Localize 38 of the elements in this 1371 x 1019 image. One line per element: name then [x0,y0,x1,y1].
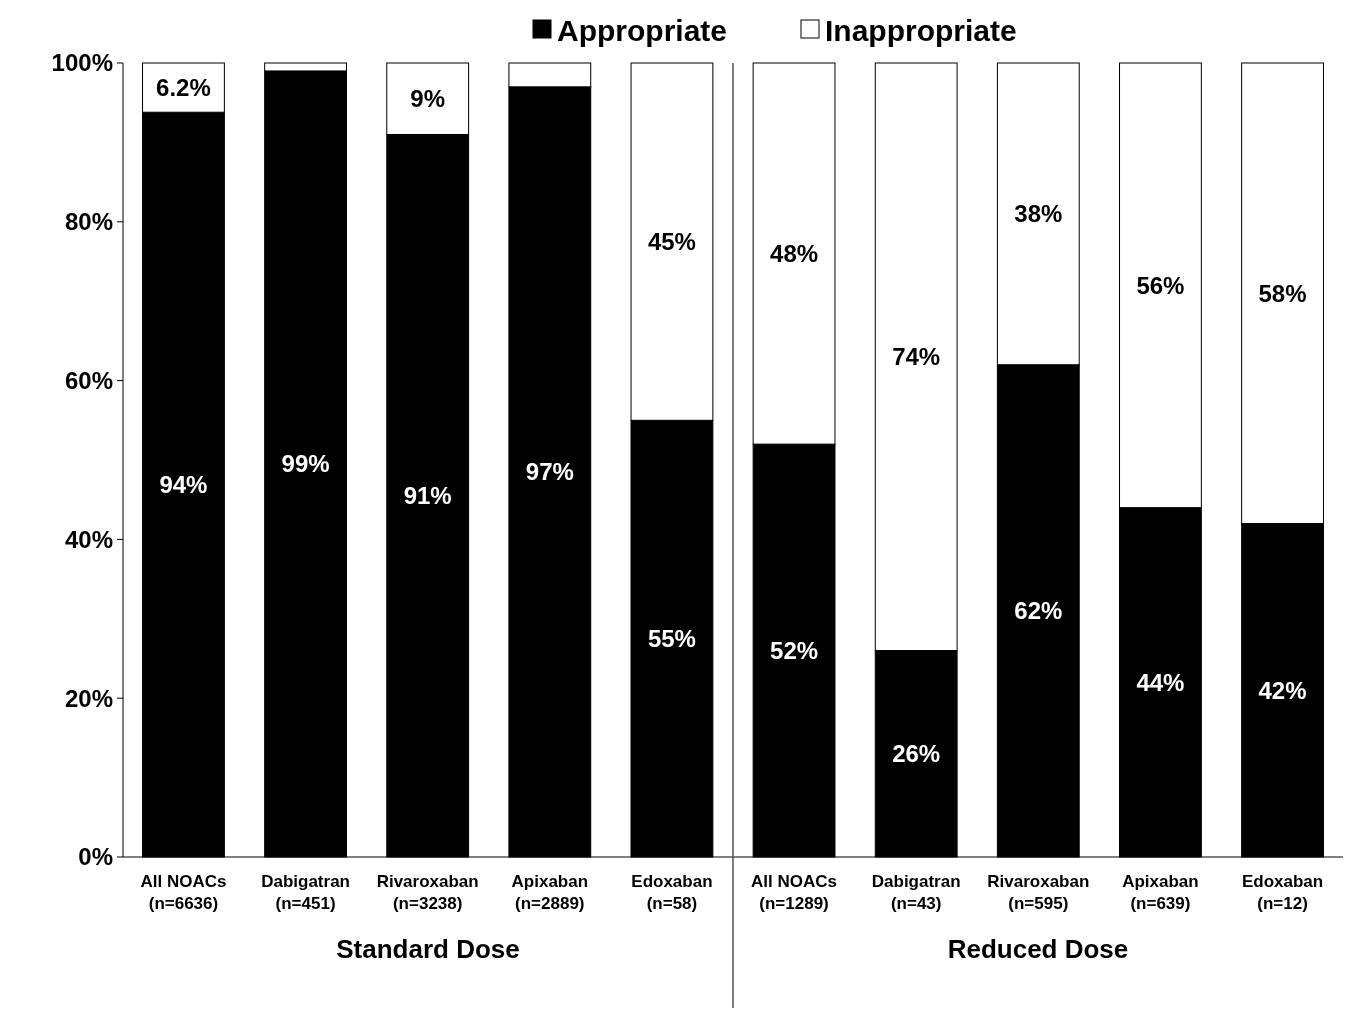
y-tick-label: 60% [64,367,113,394]
x-tick-label: Dabigatran (n=43) [871,872,961,913]
x-tick-label: All NOACs (n=6636) [140,872,227,913]
x-tick-label: Rivaroxaban (n=595) [987,872,1090,913]
legend-label: Appropriate [557,13,728,47]
data-label: 62% [1014,597,1063,625]
data-label: 6.2% [156,74,211,102]
data-label: 38% [1014,200,1063,228]
data-label: 42% [1258,676,1307,704]
data-label: 74% [892,343,941,371]
x-tick-label: All NOACs (n=1289) [751,872,838,913]
x-tick-label: Edoxaban (n=58) [631,872,713,913]
data-label: 45% [647,228,696,256]
x-tick-label: Apixaban (n=2889) [511,872,589,913]
data-label: 26% [892,740,941,768]
y-tick-label: 80% [64,208,113,236]
data-label: 48% [770,239,819,267]
y-tick-label: 20% [64,684,113,712]
y-tick-label: 100% [51,49,113,77]
legend-label: Inappropriate [825,13,1017,47]
data-label: 56% [1136,271,1185,299]
x-tick-label: Edoxaban (n=12) [1241,872,1324,913]
y-tick-label: 40% [64,525,113,553]
data-label: 91% [403,482,452,510]
x-tick-label: Apixaban (n=639) [1122,872,1199,913]
data-label: 55% [647,625,696,653]
x-tick-label: Dabigatran (n=451) [261,872,350,913]
y-tick-label: 0% [78,843,113,871]
data-label: 58% [1258,279,1307,307]
data-label: 94% [159,471,208,499]
data-label: 99% [281,450,330,478]
text: Standard Dose [336,934,520,964]
x-tick-label: Rivaroxaban (n=3238) [376,872,479,913]
data-label: 44% [1136,668,1185,696]
data-label: 9% [410,85,446,113]
data-label: 52% [770,636,819,664]
data-label: 97% [525,458,574,486]
text: Reduced Dose [947,934,1129,964]
